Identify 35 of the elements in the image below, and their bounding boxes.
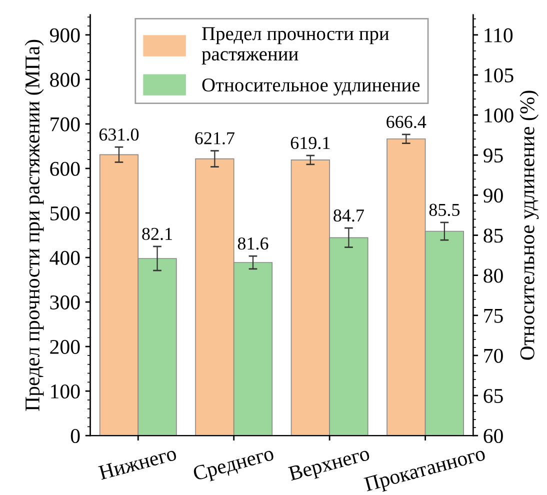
- y2-tick-label: 85: [484, 228, 503, 243]
- data-label: 82.1: [142, 228, 172, 240]
- legend-label: Относительное удлинение: [202, 78, 420, 96]
- y2-tick-label: 95: [484, 148, 503, 163]
- y-tick-label: 100: [51, 384, 80, 399]
- y-axis-title: Предел прочности при растяжении (МПа): [24, 40, 44, 411]
- data-label: 84.7: [334, 209, 364, 222]
- x-tick-label: Среднего: [192, 446, 276, 485]
- y-tick-label: 200: [50, 340, 80, 354]
- data-label: 85.5: [429, 204, 460, 216]
- y2-axis-title: Относительное удлинение (%): [520, 90, 539, 360]
- data-label: 619.1: [290, 136, 330, 150]
- y2-tick-label: 90: [484, 188, 503, 203]
- y-tick-label: 400: [50, 250, 80, 265]
- y2-tick-label: 75: [484, 308, 503, 323]
- y2-tick-label: 65: [484, 388, 503, 403]
- y2-tick-label: 70: [484, 348, 503, 363]
- data-label: 81.6: [238, 237, 268, 250]
- y2-tick-label: 60: [484, 428, 503, 444]
- y-tick-label: 700: [50, 117, 80, 132]
- y-tick-label: 800: [50, 72, 80, 87]
- legend-label: Предел прочности при растяжении: [202, 27, 389, 64]
- data-label: 621.7: [195, 132, 234, 144]
- y-tick-label: 300: [50, 295, 80, 310]
- y2-tick-label: 100: [484, 108, 514, 122]
- data-label: 631.0: [99, 128, 139, 141]
- y-tick-label: 600: [50, 162, 80, 176]
- y2-tick-label: 105: [484, 68, 514, 82]
- y2-tick-label: 110: [484, 28, 513, 42]
- x-tick-label: Нижнего: [98, 446, 178, 480]
- data-label: 666.4: [386, 116, 426, 128]
- y2-tick-label: 80: [484, 268, 503, 283]
- y-tick-label: 0: [70, 428, 80, 444]
- y-tick-label: 500: [50, 206, 80, 220]
- y-tick-label: 900: [50, 28, 80, 42]
